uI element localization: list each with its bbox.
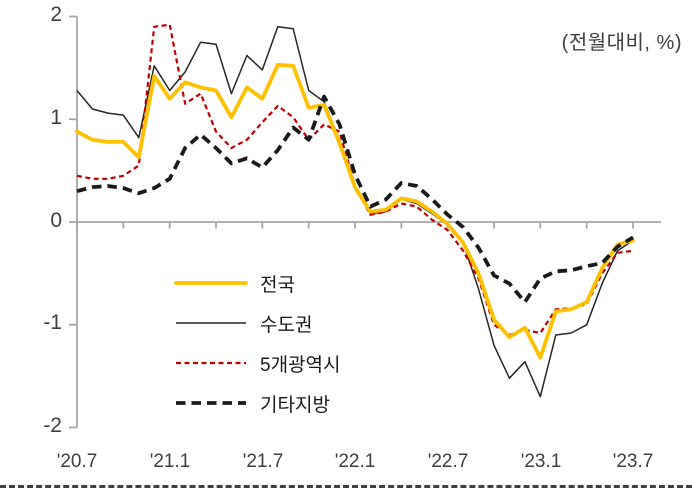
- legend-label-five-metro-cities: 5개광역시: [260, 354, 341, 376]
- y-axis-label-1: 1: [50, 106, 62, 129]
- bottom-crop-dashed-line: [0, 485, 692, 488]
- y-axis-label-neg2: -2: [43, 414, 62, 437]
- legend-item-capital-region: 수도권: [174, 303, 341, 343]
- legend-item-nationwide: 전국: [174, 263, 341, 303]
- y-axis-label-2: 2: [50, 3, 62, 26]
- y-axis-label-neg1: -1: [43, 311, 62, 334]
- x-axis-label-22-1: '22.1: [334, 451, 376, 472]
- legend: 전국 수도권 5개광역시 기타지방: [174, 263, 341, 423]
- capital-region-line-sample: [176, 322, 246, 324]
- x-axis-label-23-1: '23.1: [520, 451, 562, 472]
- legend-label-nationwide: 전국: [260, 274, 295, 296]
- legend-item-five-metro-cities: 5개광역시: [174, 343, 341, 383]
- x-axis-label-23-7: '23.7: [612, 451, 654, 472]
- other-regions-line: [76, 94, 634, 305]
- five-metro-cities-line-sample: [176, 361, 246, 365]
- nationwide-line-sample: [174, 281, 248, 285]
- legend-label-capital-region: 수도권: [260, 314, 313, 336]
- x-axis-label-20-7: '20.7: [56, 451, 98, 472]
- five-metro-cities-line: [76, 23, 634, 337]
- other-regions-line-sample: [176, 401, 246, 405]
- axes: [69, 15, 661, 429]
- nationwide-line: [75, 62, 635, 360]
- y-axis-label-0: 0: [50, 209, 62, 232]
- x-axis-label-21-1: '21.1: [149, 451, 191, 472]
- unit-annotation: (전월대비, %): [561, 32, 682, 54]
- x-axis-label-21-7: '21.7: [242, 451, 284, 472]
- x-axis-label-22-7: '22.7: [427, 451, 469, 472]
- legend-label-other-regions: 기타지방: [260, 394, 330, 416]
- legend-item-other-regions: 기타지방: [174, 383, 341, 423]
